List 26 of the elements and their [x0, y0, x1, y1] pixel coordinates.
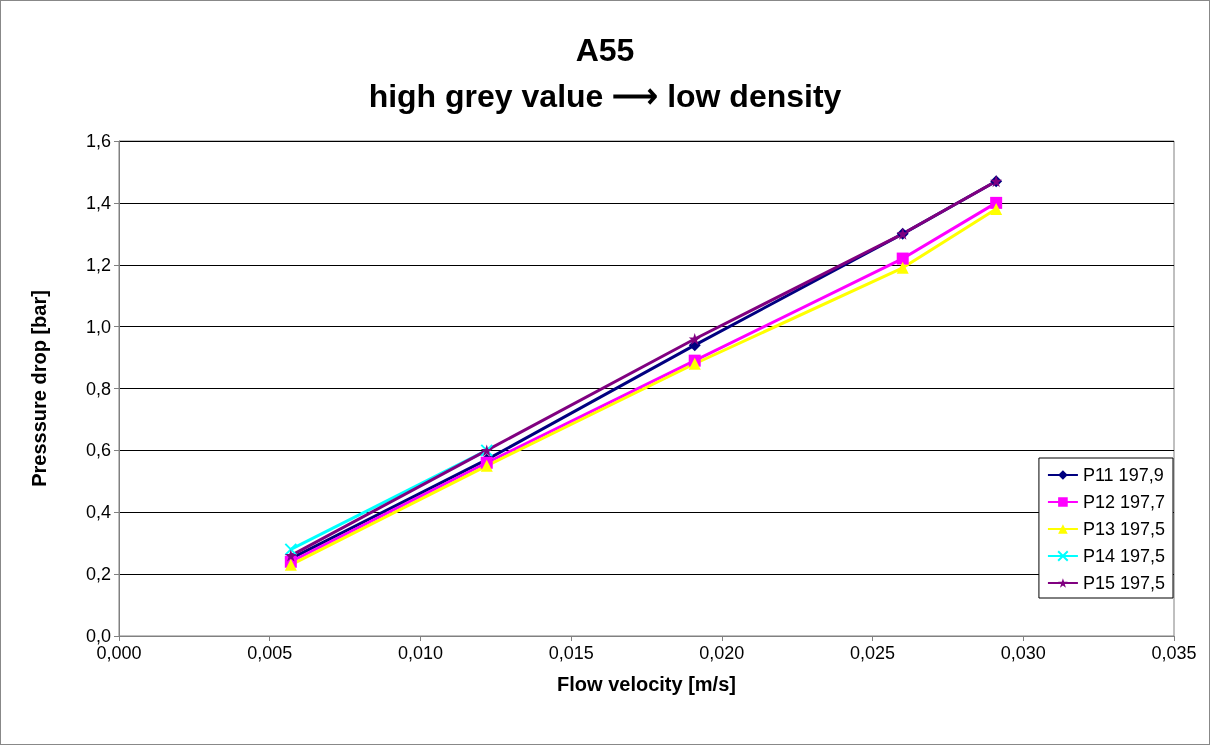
y-tick-label: 0,2: [85, 564, 111, 585]
y-tick-label: 1,6: [85, 131, 111, 151]
chart-subtitle: high grey value ⟶ low density: [368, 78, 842, 114]
y-tick-label: 0,0: [85, 626, 111, 646]
y-axis-title: Presssure drop [bar]: [28, 290, 50, 487]
x-tick-label: 0,025: [850, 643, 896, 663]
y-tick-label: 0,4: [85, 502, 111, 523]
legend-label: P14 197,5: [1082, 546, 1166, 566]
legend-label: P13 197,5: [1082, 519, 1166, 539]
y-tick-label: 1,0: [85, 316, 111, 337]
x-tick-label: 0,000: [96, 643, 142, 663]
x-axis-title: Flow velocity [m/s]: [557, 673, 736, 695]
x-tick-label: 0,005: [247, 643, 293, 663]
y-tick-label: 1,4: [85, 192, 111, 213]
y-tick-label: 0,8: [85, 378, 111, 399]
legend-label: P11 197,9: [1082, 465, 1164, 485]
x-tick-label: 0,020: [699, 643, 745, 663]
x-tick-label: 0,035: [1151, 643, 1197, 663]
x-tick-label: 0,010: [397, 643, 443, 663]
x-tick-label: 0,015: [548, 643, 594, 663]
legend-label: P12 197,7: [1082, 492, 1166, 512]
chart-title: A55: [575, 32, 635, 68]
y-tick-label: 0,6: [85, 440, 111, 461]
legend-label: P15 197,5: [1082, 573, 1166, 593]
x-tick-label: 0,030: [1000, 643, 1046, 663]
y-tick-label: 1,2: [85, 254, 111, 275]
